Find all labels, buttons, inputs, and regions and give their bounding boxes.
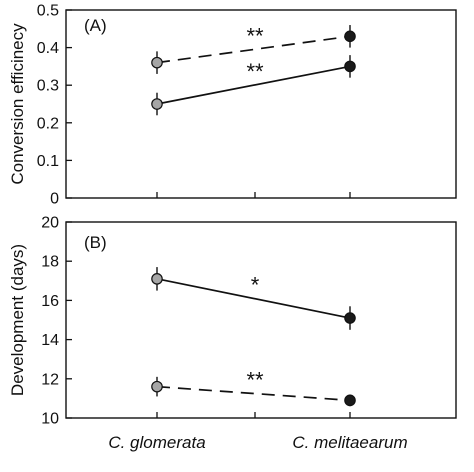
panel-a-series-1-point-0	[151, 98, 163, 110]
panel-b-x-ticks	[156, 412, 351, 418]
panel-b-series-1-point-1	[344, 394, 356, 407]
panel-a-x-ticks	[156, 192, 351, 198]
panel-a-series-1-line	[156, 65, 351, 105]
panel-a: (A) Conversion efficinecy 00.10.20.30.40…	[8, 3, 457, 208]
panel-a-series-0-significance-label: **	[246, 23, 264, 48]
panel-b-series-1-line	[156, 385, 351, 402]
panel-a-series-0-line	[156, 35, 351, 64]
panel-b-y-tick-label-3: 16	[41, 293, 59, 310]
panel-a-label: (A)	[84, 16, 107, 35]
panel-b-y-tick-label-2: 14	[41, 332, 59, 349]
panel-a-series: ** **	[151, 23, 356, 116]
panel-a-y-tick-label-0: 0	[50, 191, 59, 208]
panel-b-series-1-significance-label: **	[246, 368, 264, 393]
panel-b-frame	[65, 221, 457, 419]
panel-b-y-tick-label-1: 12	[41, 371, 59, 388]
panel-a-y-axis-title: Conversion efficinecy	[8, 23, 27, 185]
x-category-label-0: C. glomerata	[108, 433, 205, 452]
x-category-label-1: C. melitaearum	[292, 433, 407, 452]
panel-a-series-0-point-0	[151, 56, 163, 69]
panel-b-y-tick-label-5: 20	[41, 215, 59, 232]
panel-b-series-0-point-1	[344, 312, 356, 324]
panel-b-series-0-line	[156, 278, 351, 319]
panel-b-series-1-point-0	[151, 380, 163, 393]
panel-b-series: ***	[151, 267, 356, 407]
panel-a-series-1-significance-label: **	[246, 59, 264, 84]
panel-b-y-ticks: 10 12 14 16 18 20	[41, 215, 72, 428]
panel-a-y-tick-label-5: 0.5	[37, 3, 59, 20]
panel-b-y-tick-label-4: 18	[41, 254, 59, 271]
panel-b-label: (B)	[84, 233, 107, 252]
panel-a-y-tick-label-3: 0.3	[37, 78, 59, 95]
panel-b-y-axis-title: Development (days)	[8, 244, 27, 396]
panel-a-y-tick-label-1: 0.1	[37, 153, 59, 170]
panel-a-frame	[65, 9, 457, 199]
panel-a-y-tick-label-4: 0.4	[37, 40, 59, 57]
panel-a-series-1-point-1	[344, 60, 356, 73]
panel-a-y-ticks: 0 0.1 0.2 0.3 0.4 0.5	[37, 3, 72, 208]
panel-b-y-tick-label-0: 10	[41, 411, 59, 428]
panel-a-y-tick-label-2: 0.2	[37, 115, 59, 132]
panel-b-series-0-significance-label: *	[251, 272, 260, 297]
panel-b-series-0-point-0	[151, 273, 163, 285]
panel-a-series-0-point-1	[344, 30, 356, 43]
